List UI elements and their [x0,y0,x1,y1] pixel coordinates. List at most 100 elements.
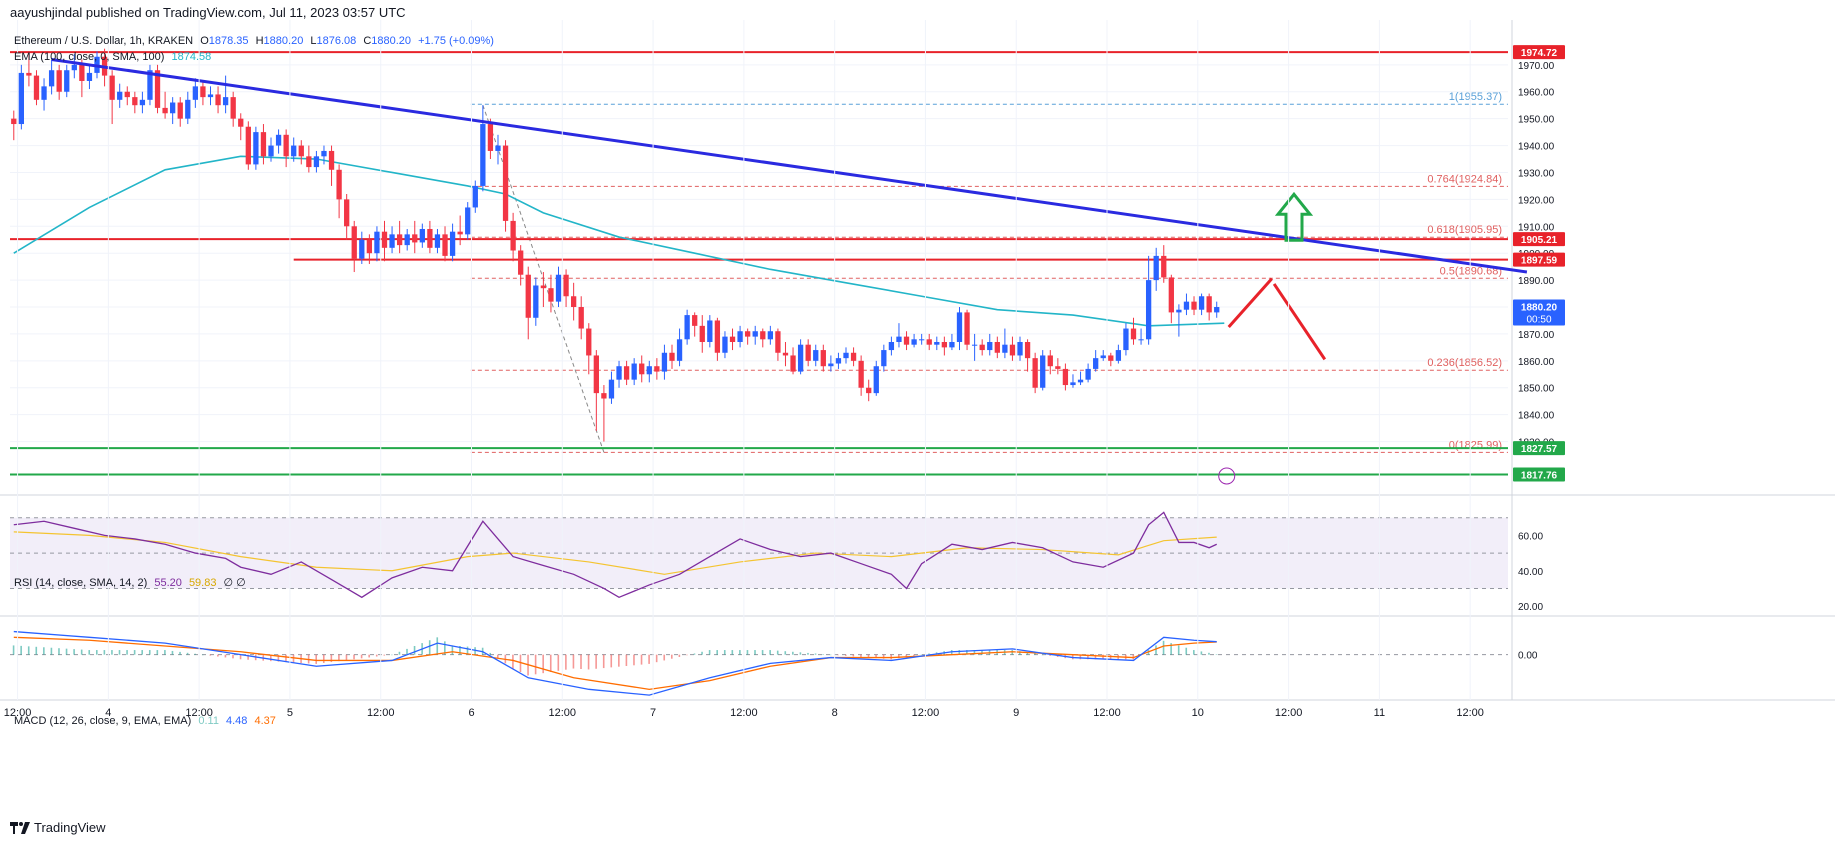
macd-histogram-bar [602,654,605,669]
candle-body [964,312,970,345]
macd-histogram-bar [739,650,741,655]
candle-body [1032,358,1038,388]
macd-histogram-bar [610,654,613,668]
candle-body [1115,350,1122,361]
candle-body [722,336,728,353]
macd-histogram-bar [754,650,756,655]
price-tag [1513,232,1565,247]
candle-body [71,64,77,71]
price-tick-label: 1960.00 [1518,88,1555,99]
symbol-legend[interactable]: Ethereum / U.S. Dollar, 1h, KRAKEN O1878… [14,35,494,47]
ema-legend[interactable]: EMA (100, close, 0, SMA, 100) 1874.58 [14,51,211,63]
candle-body [1100,355,1106,359]
macd-histogram-bar [12,645,15,655]
candle-body [654,366,660,372]
macd-histogram-bar [769,650,771,655]
macd-histogram-bar [1041,654,1044,656]
candle-body [313,156,320,168]
price-tick-label: 1930.00 [1518,168,1555,179]
macd-histogram-bar [519,654,522,672]
candle-body [33,75,40,100]
candle-body [11,118,17,125]
macd-histogram-bar [489,652,492,655]
candle-body [775,331,781,353]
price-tick-label: 1970.00 [1518,61,1555,72]
candle-body [1183,301,1190,310]
price-tick-label: 1890.00 [1518,276,1555,287]
macd-histogram-bar [247,654,249,660]
candle-body [64,70,70,92]
candle-body [26,72,32,76]
macd-histogram-bar [905,654,908,657]
macd-histogram-bar [239,654,242,660]
macd-legend[interactable]: MACD (12, 26, close, 9, EMA, EMA) 0.11 4… [14,715,276,727]
candle-body [170,102,176,114]
chart-canvas[interactable]: 1970.00 1960.00 1950.00 1940.00 1930.00 1920.… [0,20,1835,805]
macd-histogram-bar [618,654,620,667]
publish-line: aayushjindal published on TradingView.co… [10,5,406,20]
macd-histogram-bar [822,654,824,655]
macd-histogram-bar [179,651,181,655]
macd-histogram-bar [897,654,900,659]
macd-histogram-bar [542,654,544,674]
price-tag-label: 1974.72 [1521,48,1558,59]
macd-hist-value: 0.11 [198,715,219,727]
rsi-legend[interactable]: RSI (14, close, SMA, 14, 2) 55.20 59.83 … [14,577,246,589]
macd-histogram-bar [88,650,91,655]
candle-body [1070,382,1076,386]
symbol-name: Ethereum / U.S. Dollar, 1h, KRAKEN [14,35,193,47]
price-tick-label: 1840.00 [1518,411,1555,422]
macd-histogram-bar [784,651,787,655]
trendline [51,57,1528,274]
candle-body [495,145,501,151]
macd-histogram-bar [133,650,136,655]
candle-body [41,86,47,100]
candle-body [790,355,796,372]
candle-body [1161,255,1167,278]
candle-body [162,107,168,114]
macd-histogram-bar [345,654,348,661]
footer-brand: TradingView [34,820,106,835]
macd-histogram-bar [1177,645,1180,655]
candle-body [570,296,577,308]
candle-body [207,94,214,98]
rsi-pane: 60.00 40.00 20.00 [0,494,1835,613]
macd-histogram-bar [451,645,454,655]
candle-body [745,331,751,337]
candle-body [1055,366,1061,369]
annotation-red-line [1227,277,1273,329]
time-tick-label: 12:00 [1093,707,1121,719]
macd-pane: 0.00 [0,615,1835,696]
candle-body [200,86,206,98]
macd-histogram-bar [845,654,847,656]
candle-body [283,134,289,157]
fib-level-label: 0.236(1856.52) [1427,357,1502,369]
price-pane: 1970.00 1960.00 1950.00 1940.00 1930.00 1920.… [10,20,1565,700]
macd-label: MACD (12, 26, close, 9, EMA, EMA) [14,715,191,727]
price-tick-label: 1910.00 [1518,222,1555,233]
macd-histogram-bar [1155,645,1157,655]
candle-body [1077,379,1084,383]
candle-body [442,234,448,256]
candle-body [578,307,584,329]
candle-body [230,97,236,119]
candle-body [1062,368,1069,386]
candle-body [298,145,304,157]
candle-body [903,336,910,345]
candle-body [555,274,562,302]
candle-body [185,99,191,119]
candle-body [1145,280,1152,340]
macd-histogram-bar [966,650,968,655]
candle-body [404,234,410,246]
rsi-tick-label: 20.00 [1518,602,1543,613]
candle-body [1123,328,1129,351]
candle-body [1002,344,1008,353]
macd-histogram-bar [428,640,431,655]
macd-histogram-bar [1049,654,1051,656]
macd-histogram-bar [1102,654,1104,660]
candle-body [525,274,531,318]
macd-histogram-bar [716,650,718,655]
macd-histogram-bar [186,652,189,655]
candle-body [881,350,887,367]
candle-body [828,363,834,367]
